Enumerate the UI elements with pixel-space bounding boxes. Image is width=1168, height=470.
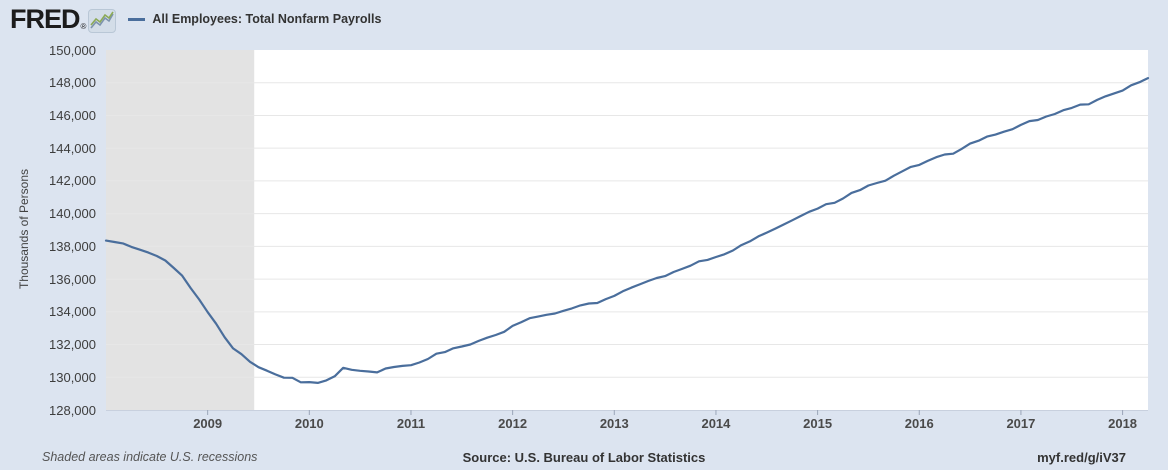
legend-series-label: All Employees: Total Nonfarm Payrolls: [152, 12, 382, 26]
x-tick-label: 2011: [396, 416, 426, 431]
y-tick-label: 148,000: [49, 75, 96, 91]
y-tick-label: 134,000: [49, 304, 96, 320]
x-tick-label: 2018: [1108, 416, 1138, 431]
x-tick-label: 2010: [294, 416, 324, 431]
x-tick-label: 2012: [498, 416, 528, 431]
x-tick-label: 2013: [599, 416, 629, 431]
x-tick-label: 2014: [701, 416, 731, 431]
recession-note: Shaded areas indicate U.S. recessions: [42, 450, 258, 464]
plot-background: [106, 50, 1148, 410]
short-url-link[interactable]: myf.red/g/iV37: [1037, 450, 1126, 465]
y-tick-label: 132,000: [49, 337, 96, 353]
y-tick-label: 138,000: [49, 238, 96, 254]
fred-sparkline-icon: [88, 8, 117, 33]
y-tick-label: 136,000: [49, 271, 96, 287]
fred-logo[interactable]: FRED ®: [10, 3, 117, 34]
header: FRED ® All Employees: Total Nonfarm Payr…: [0, 0, 1168, 38]
data-series-line: [104, 76, 1150, 384]
y-tick-label: 150,000: [49, 42, 96, 58]
x-tick-label: 2009: [193, 416, 223, 431]
y-tick-label: 142,000: [49, 173, 96, 189]
footer: Shaded areas indicate U.S. recessions So…: [0, 448, 1168, 470]
y-tick-label: 130,000: [49, 369, 96, 385]
legend-line-swatch: [128, 17, 146, 21]
source-label: Source: U.S. Bureau of Labor Statistics: [462, 450, 706, 465]
y-tick-label: 146,000: [49, 107, 96, 123]
registered-mark: ®: [80, 21, 87, 31]
y-tick-label: 144,000: [49, 140, 96, 156]
legend-item[interactable]: All Employees: Total Nonfarm Payrolls: [128, 12, 381, 26]
y-tick-label: 128,000: [49, 402, 96, 418]
recession-band: [106, 50, 255, 410]
x-tick-label: 2015: [803, 416, 833, 431]
fred-logo-text: FRED: [10, 3, 80, 34]
y-tick-label: 140,000: [49, 206, 96, 222]
x-tick-label: 2017: [1006, 416, 1036, 431]
x-tick-label: 2016: [904, 416, 934, 431]
